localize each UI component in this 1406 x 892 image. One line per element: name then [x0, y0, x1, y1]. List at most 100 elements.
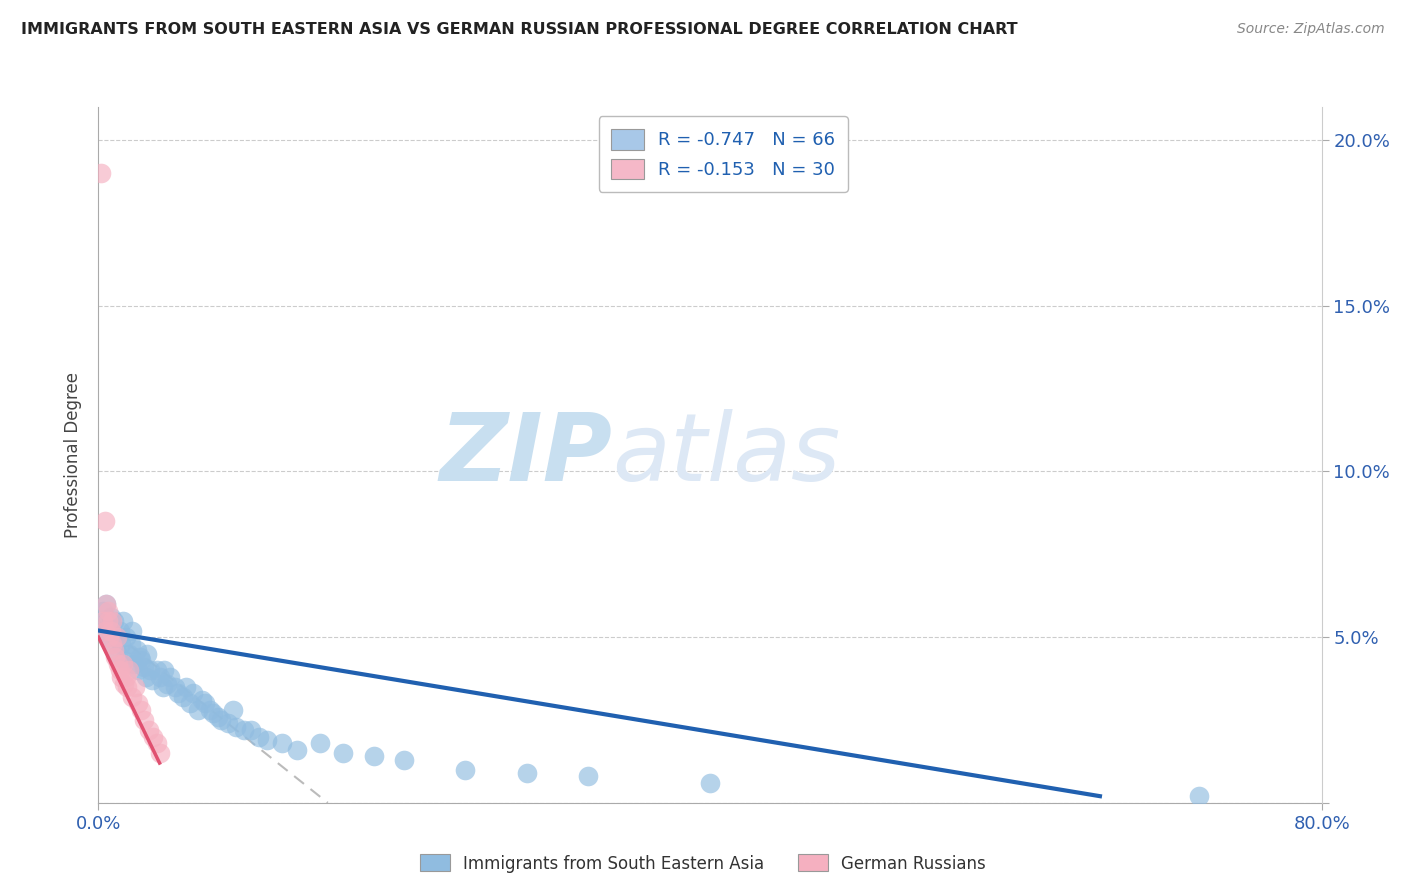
Point: [120, 637, 142, 651]
Point: [100, 610, 122, 624]
Point: [225, 720, 247, 734]
Point: [121, 624, 143, 638]
Point: [198, 703, 221, 717]
Point: [142, 730, 165, 744]
Point: [138, 723, 160, 737]
Point: [93, 514, 115, 528]
Point: [118, 647, 141, 661]
Point: [134, 713, 156, 727]
Point: [270, 736, 292, 750]
Point: [112, 676, 135, 690]
Point: [256, 732, 278, 747]
Point: [104, 650, 127, 665]
Point: [285, 743, 308, 757]
Point: [145, 736, 167, 750]
Point: [309, 736, 332, 750]
Point: [125, 643, 148, 657]
Y-axis label: Professional Degree: Professional Degree: [65, 372, 83, 538]
Point: [174, 680, 197, 694]
Point: [117, 680, 139, 694]
Point: [392, 753, 416, 767]
Point: [202, 706, 225, 721]
Point: [247, 730, 270, 744]
Point: [135, 670, 157, 684]
Point: [97, 614, 120, 628]
Point: [172, 690, 194, 704]
Point: [141, 673, 163, 688]
Point: [98, 620, 121, 634]
Point: [127, 663, 149, 677]
Point: [94, 597, 117, 611]
Point: [191, 693, 214, 707]
Point: [181, 686, 204, 700]
Point: [94, 597, 117, 611]
Text: ZIP: ZIP: [439, 409, 612, 501]
Point: [363, 749, 385, 764]
Point: [90, 624, 112, 638]
Point: [110, 637, 132, 651]
Point: [207, 709, 229, 723]
Point: [103, 614, 125, 628]
Point: [149, 670, 172, 684]
Point: [107, 657, 129, 671]
Point: [156, 676, 179, 690]
Point: [209, 713, 232, 727]
Point: [97, 604, 120, 618]
Point: [179, 697, 201, 711]
Point: [97, 630, 120, 644]
Text: Source: ZipAtlas.com: Source: ZipAtlas.com: [1237, 22, 1385, 37]
Point: [217, 716, 239, 731]
Point: [115, 630, 138, 644]
Point: [121, 690, 143, 704]
Text: IMMIGRANTS FROM SOUTH EASTERN ASIA VS GERMAN RUSSIAN PROFESSIONAL DEGREE CORRELA: IMMIGRANTS FROM SOUTH EASTERN ASIA VS GE…: [21, 22, 1018, 37]
Point: [516, 766, 538, 780]
Point: [111, 657, 134, 671]
Point: [128, 650, 150, 665]
Point: [100, 624, 122, 638]
Point: [105, 630, 128, 644]
Point: [101, 637, 124, 651]
Point: [90, 166, 112, 180]
Point: [454, 763, 477, 777]
Point: [332, 746, 354, 760]
Point: [699, 776, 721, 790]
Point: [194, 697, 217, 711]
Point: [127, 697, 149, 711]
Point: [129, 653, 152, 667]
Legend: R = -0.747   N = 66, R = -0.153   N = 30: R = -0.747 N = 66, R = -0.153 N = 30: [599, 116, 848, 192]
Point: [240, 723, 263, 737]
Point: [159, 670, 181, 684]
Point: [93, 624, 115, 638]
Point: [232, 723, 254, 737]
Point: [91, 614, 114, 628]
Point: [111, 614, 134, 628]
Point: [110, 670, 132, 684]
Point: [163, 680, 186, 694]
Point: [93, 614, 115, 628]
Point: [115, 670, 138, 684]
Text: atlas: atlas: [612, 409, 841, 500]
Point: [153, 663, 176, 677]
Point: [101, 614, 124, 628]
Point: [108, 663, 131, 677]
Point: [145, 663, 167, 677]
Point: [136, 647, 159, 661]
Point: [187, 703, 209, 717]
Legend: Immigrants from South Eastern Asia, German Russians: Immigrants from South Eastern Asia, Germ…: [413, 847, 993, 880]
Point: [107, 647, 129, 661]
Point: [149, 746, 172, 760]
Point: [134, 660, 156, 674]
Point: [91, 604, 114, 618]
Point: [105, 630, 128, 644]
Point: [576, 769, 599, 783]
Point: [222, 703, 245, 717]
Point: [167, 686, 190, 700]
Point: [1188, 789, 1211, 804]
Point: [124, 680, 146, 694]
Point: [118, 663, 141, 677]
Point: [101, 637, 124, 651]
Point: [129, 703, 152, 717]
Point: [152, 680, 174, 694]
Point: [108, 624, 131, 638]
Point: [103, 643, 125, 657]
